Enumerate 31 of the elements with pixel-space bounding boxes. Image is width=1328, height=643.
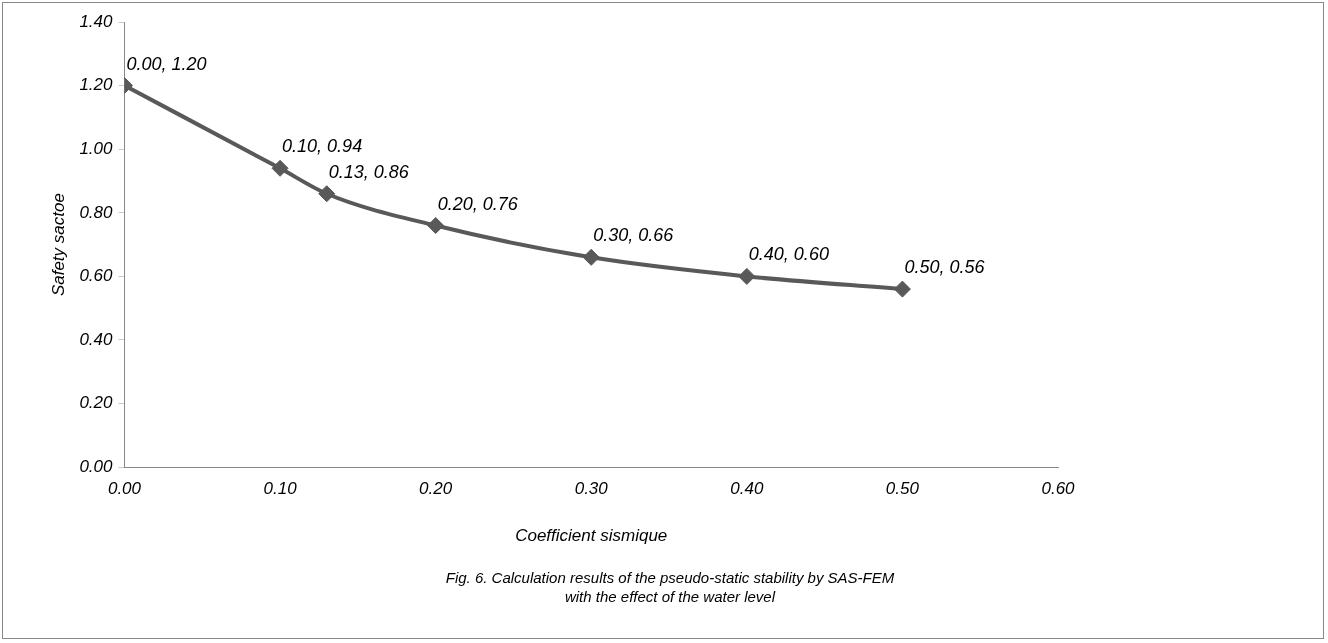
y-tick-label: 1.20 [79, 75, 114, 95]
data-label: 0.30, 0.66 [593, 225, 675, 246]
data-label: 0.40, 0.60 [748, 244, 829, 265]
y-tick-label: 0.80 [79, 202, 114, 222]
y-tick-label: 0.60 [79, 266, 114, 286]
data-label: 0.20, 0.76 [437, 193, 519, 214]
y-tick-label: 0.00 [79, 456, 114, 476]
point [893, 280, 911, 298]
x-tick-label: 0.20 [419, 479, 453, 499]
y-tick-label: 0.20 [79, 393, 114, 413]
x-tick-label: 0.50 [885, 479, 920, 499]
data-label: 0.13, 0.86 [328, 161, 410, 182]
point [582, 248, 600, 266]
caption: Fig. 6. Calculation results of the pseudo-static stability by SAS-FEM with the effect of the water level [444, 568, 896, 606]
x-tick-label: 0.40 [730, 479, 764, 499]
x-axis-title: Coefficient sismique [515, 525, 668, 545]
point [738, 267, 756, 285]
data-label: 0.50, 0.56 [904, 257, 986, 278]
x-tick-label: 0.60 [1041, 479, 1076, 499]
x-tick-label: 0.00 [107, 479, 142, 499]
x-tick-label: 0.30 [574, 479, 609, 499]
point [271, 159, 289, 177]
point [318, 185, 336, 203]
y-tick-label: 0.40 [79, 329, 114, 349]
y-axis-title: Safety sactoe [48, 193, 68, 297]
data-label: 0.10, 0.94 [282, 136, 363, 157]
data-label: 0.00, 1.20 [126, 53, 207, 74]
y-tick-label: 1.40 [79, 11, 114, 31]
y-tick-label: 1.00 [79, 138, 114, 158]
x-tick-label: 0.10 [263, 479, 298, 499]
point [427, 217, 445, 235]
